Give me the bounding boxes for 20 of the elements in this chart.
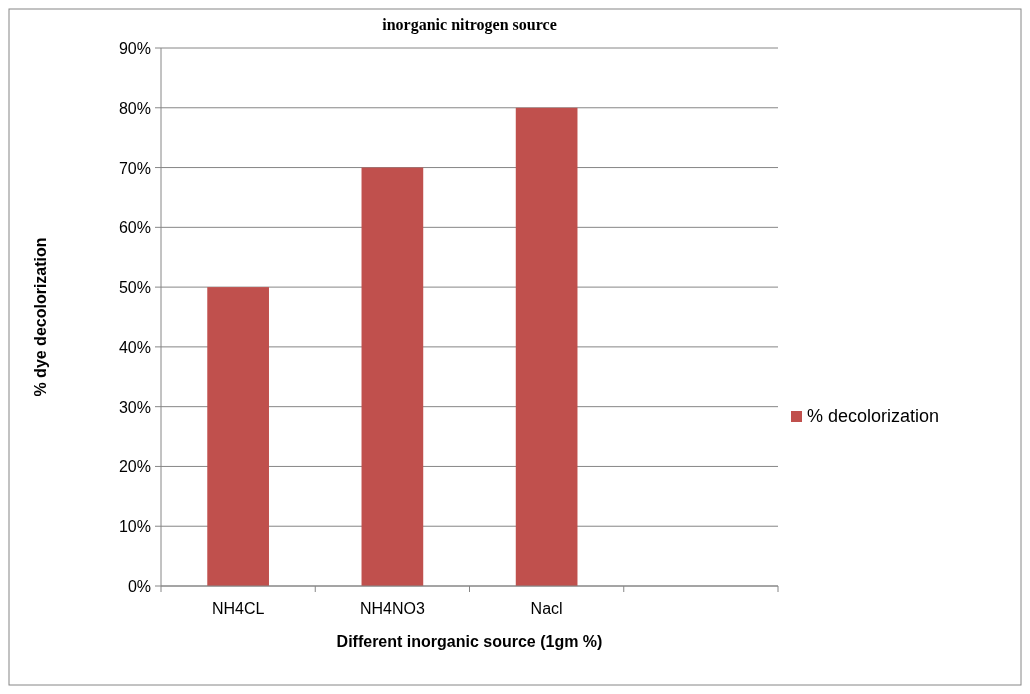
y-tick-label: 0% — [127, 578, 151, 595]
y-axis-title: % dye decolorization — [32, 237, 49, 397]
x-tick-label: NH4NO3 — [359, 600, 425, 617]
chart-title: inorganic nitrogen source — [382, 16, 557, 34]
bar — [361, 167, 424, 586]
y-tick-label: 30% — [118, 398, 151, 416]
y-tick-label: 50% — [118, 279, 151, 297]
x-tick-label: NH4CL — [211, 600, 265, 617]
legend-label: % decolorization — [807, 406, 940, 426]
y-tick-label: 20% — [118, 458, 151, 476]
y-tick-label: 80% — [118, 99, 151, 117]
x-tick-label: Nacl — [530, 600, 563, 617]
y-tick-label: 60% — [118, 219, 151, 237]
y-tick-label: 40% — [118, 338, 151, 356]
bar — [207, 287, 269, 586]
y-tick-label: 10% — [118, 518, 151, 536]
x-axis-title: Different inorganic source (1gm %) — [336, 633, 603, 650]
bar — [515, 107, 578, 586]
y-tick-label: 90% — [118, 40, 151, 57]
y-tick-label: 70% — [118, 159, 151, 177]
